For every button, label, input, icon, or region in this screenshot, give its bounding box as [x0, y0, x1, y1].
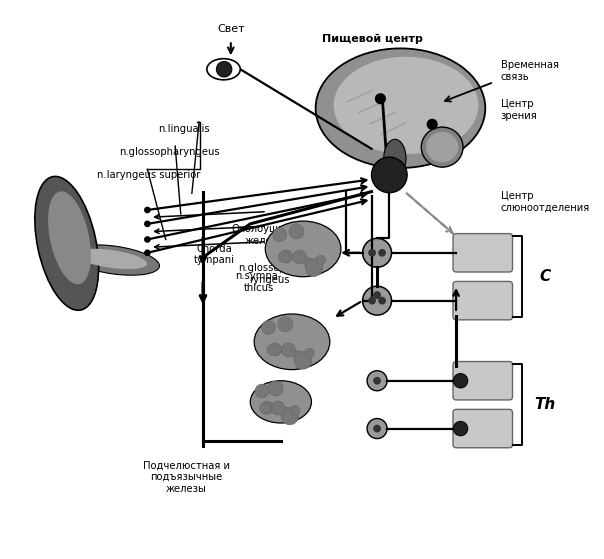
Ellipse shape: [422, 127, 463, 167]
Circle shape: [260, 402, 271, 414]
Circle shape: [367, 419, 387, 439]
Circle shape: [271, 401, 285, 415]
Circle shape: [294, 352, 312, 369]
Circle shape: [280, 408, 290, 416]
Circle shape: [453, 373, 467, 388]
Circle shape: [262, 321, 275, 334]
Text: Временная
связь: Временная связь: [501, 60, 559, 82]
Circle shape: [292, 350, 302, 360]
Text: Chorda
tympani: Chorda tympani: [194, 244, 234, 266]
Ellipse shape: [207, 59, 240, 80]
Text: Околоушная
железа: Околоушная железа: [231, 224, 297, 246]
Text: n.sympa-
thicus: n.sympa- thicus: [236, 272, 282, 293]
Circle shape: [378, 249, 386, 257]
Circle shape: [144, 236, 151, 243]
Circle shape: [304, 258, 313, 267]
Text: n.lingualis: n.lingualis: [158, 124, 210, 134]
Circle shape: [373, 291, 381, 299]
Circle shape: [280, 250, 293, 263]
Circle shape: [255, 384, 269, 398]
Ellipse shape: [384, 139, 406, 177]
Ellipse shape: [76, 249, 147, 269]
FancyBboxPatch shape: [453, 281, 513, 320]
Circle shape: [268, 381, 283, 396]
Circle shape: [305, 348, 315, 358]
Circle shape: [453, 421, 467, 436]
FancyBboxPatch shape: [453, 362, 513, 400]
Text: C: C: [539, 269, 551, 284]
Text: Центр
слюноотделения: Центр слюноотделения: [501, 191, 590, 212]
Circle shape: [144, 207, 151, 214]
Circle shape: [378, 297, 386, 305]
Circle shape: [289, 224, 304, 239]
Circle shape: [373, 377, 381, 385]
Ellipse shape: [35, 177, 98, 310]
Ellipse shape: [333, 56, 478, 154]
Text: Подчелюстная и
подъязычные
железы: Подчелюстная и подъязычные железы: [143, 461, 230, 494]
Circle shape: [273, 228, 287, 241]
Circle shape: [362, 286, 391, 315]
FancyBboxPatch shape: [453, 234, 513, 272]
Ellipse shape: [426, 132, 458, 163]
Text: Пищевой центр: Пищевой центр: [322, 34, 423, 44]
Text: n.glossopha-
ryngeus: n.glossopha- ryngeus: [238, 263, 301, 285]
Ellipse shape: [316, 49, 485, 168]
Circle shape: [144, 249, 151, 256]
Circle shape: [375, 93, 386, 105]
Circle shape: [144, 221, 151, 227]
Circle shape: [368, 249, 376, 257]
Circle shape: [362, 238, 391, 267]
Circle shape: [292, 250, 306, 264]
Circle shape: [371, 157, 407, 193]
Text: n.laryngeus superior: n.laryngeus superior: [97, 170, 201, 180]
Circle shape: [426, 119, 438, 130]
Circle shape: [278, 317, 293, 332]
Circle shape: [367, 371, 387, 391]
Ellipse shape: [48, 191, 91, 284]
Circle shape: [368, 297, 376, 305]
Text: n.glossopharyngeus: n.glossopharyngeus: [120, 146, 220, 157]
Circle shape: [281, 408, 298, 425]
Circle shape: [278, 252, 290, 263]
Text: Свет: Свет: [217, 23, 245, 34]
Circle shape: [261, 401, 274, 414]
Circle shape: [316, 255, 326, 265]
Ellipse shape: [250, 381, 312, 423]
Circle shape: [373, 425, 381, 433]
FancyBboxPatch shape: [453, 409, 513, 448]
Circle shape: [216, 61, 232, 77]
Circle shape: [281, 343, 295, 357]
Text: Th: Th: [535, 397, 556, 412]
Circle shape: [267, 344, 278, 356]
Circle shape: [269, 343, 281, 356]
Circle shape: [291, 406, 300, 415]
Circle shape: [306, 259, 323, 276]
Text: Центр
зрения: Центр зрения: [501, 99, 538, 121]
Ellipse shape: [265, 221, 341, 277]
Ellipse shape: [254, 314, 330, 369]
Ellipse shape: [68, 245, 159, 275]
